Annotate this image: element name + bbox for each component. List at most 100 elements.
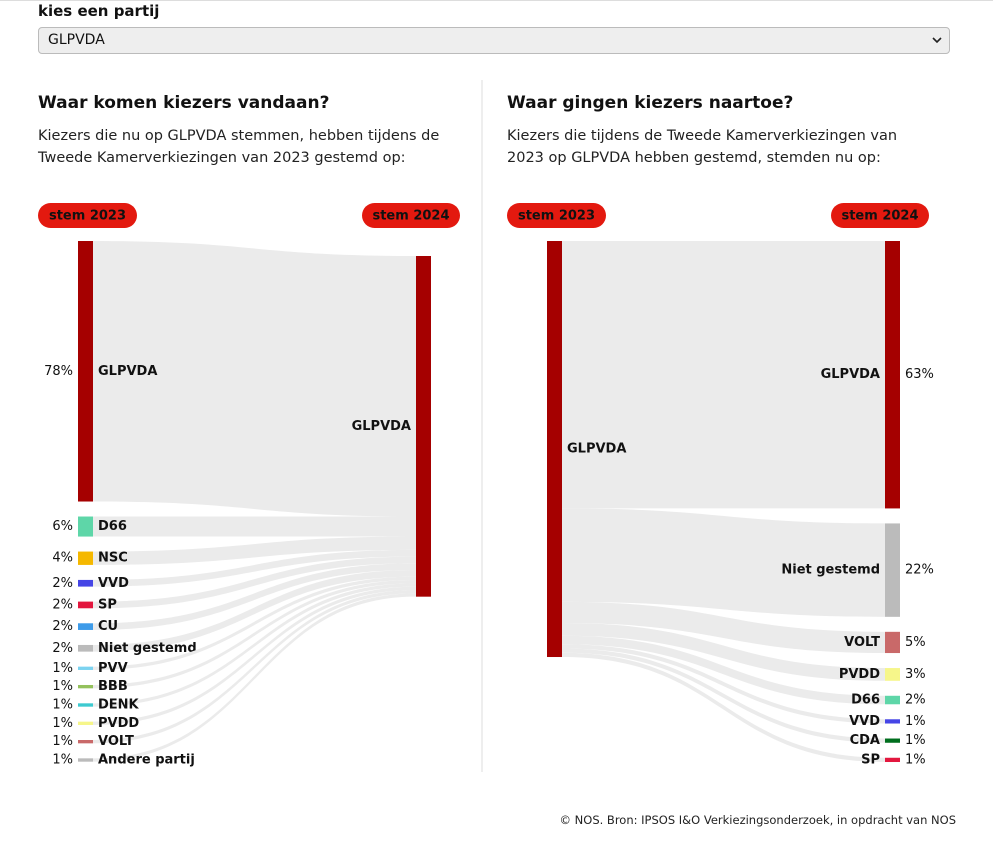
node-bar (885, 695, 900, 705)
value-label: 1% (52, 661, 73, 676)
node-label: GLPVDA (821, 367, 880, 382)
flow (93, 583, 416, 707)
pill-label: stem 2023 (49, 209, 126, 224)
flow (93, 563, 416, 630)
node-label: PVDD (839, 667, 880, 682)
value-label: 63% (905, 367, 934, 382)
node-bar (885, 757, 900, 763)
flow (93, 586, 416, 725)
pill (38, 203, 137, 228)
node-bar (885, 738, 900, 743)
node-label: GLPVDA (352, 419, 411, 434)
node-label: VVD (98, 576, 129, 591)
value-label: 4% (52, 551, 73, 566)
flow (93, 593, 416, 762)
value-label: 2% (52, 641, 73, 656)
chart-subtitle: Kiezers die nu op GLPVDA stemmen, hebben… (38, 128, 440, 166)
node-bar (78, 740, 93, 744)
pill (831, 203, 929, 228)
node-label: VOLT (844, 635, 880, 650)
node-bar (78, 666, 93, 670)
value-label: 1% (52, 716, 73, 731)
node-bar (78, 623, 93, 630)
node-bar (78, 721, 93, 725)
node-label: DENK (98, 697, 140, 712)
node-label: VOLT (98, 734, 134, 749)
node-label: Niet gestemd (781, 563, 880, 578)
flow (93, 569, 416, 652)
flow (562, 652, 885, 763)
node-label: D66 (98, 519, 127, 534)
flow (562, 241, 885, 509)
node-bar (416, 256, 431, 597)
value-label: 1% (52, 679, 73, 694)
node-bar (78, 241, 93, 502)
value-label: 2% (52, 619, 73, 634)
node-bar (78, 601, 93, 609)
pill (362, 203, 460, 228)
party-select[interactable]: GLPVDA (38, 27, 950, 54)
node-bar (78, 579, 93, 587)
flow (93, 579, 416, 689)
selected-value: GLPVDA (48, 32, 105, 48)
value-label: 1% (905, 714, 926, 729)
node-bar (885, 668, 900, 681)
value-label: 2% (52, 576, 73, 591)
node-label: PVV (98, 661, 128, 676)
pill (507, 203, 606, 228)
node-label: NSC (98, 551, 128, 566)
value-label: 1% (52, 697, 73, 712)
node-label: VVD (849, 714, 880, 729)
value-label: 2% (52, 597, 73, 612)
flow (93, 576, 416, 670)
value-label: 1% (52, 753, 73, 768)
value-label: 1% (52, 734, 73, 749)
value-label: 1% (905, 752, 926, 767)
node-label: Andere partij (98, 753, 195, 768)
node-label: CDA (850, 733, 880, 748)
value-label: 78% (44, 364, 73, 379)
flow (93, 590, 416, 744)
node-label: SP (98, 597, 117, 612)
node-label: D66 (851, 693, 880, 708)
select-label: kies een partij (38, 2, 160, 20)
flow (562, 648, 885, 743)
flow (562, 635, 885, 705)
flow (93, 556, 416, 609)
node-bar (885, 241, 900, 509)
node-bar (885, 523, 900, 617)
flow (562, 601, 885, 654)
top-border (0, 0, 993, 1)
value-label: 3% (905, 667, 926, 682)
pill-label: stem 2024 (372, 209, 449, 224)
chart-subtitle: Kiezers die tijdens de Tweede Kamerverki… (507, 128, 898, 166)
node-bar (885, 631, 900, 654)
chart: stem 2023 stem 2024 78% GLPVDA 6% D66 4% NSC 2% V… (38, 80, 934, 772)
chart-title: Waar komen kiezers vandaan? (38, 93, 330, 113)
value-label: 2% (905, 693, 926, 708)
flow (562, 623, 885, 681)
value-label: 6% (52, 519, 73, 534)
node-bar (885, 719, 900, 724)
node-bar (78, 758, 93, 762)
flow (93, 549, 416, 587)
chevron (932, 37, 942, 44)
value-label: 5% (905, 635, 926, 650)
node-label: BBB (98, 679, 128, 694)
node-bar (78, 703, 93, 707)
flow (93, 536, 416, 565)
value-label: 22% (905, 563, 934, 578)
pill-label: stem 2024 (841, 209, 918, 224)
flow (93, 241, 416, 517)
node-bar (78, 684, 93, 689)
node-bar (78, 516, 93, 537)
value-label: 1% (905, 733, 926, 748)
flow (93, 516, 416, 537)
footer: © NOS. Bron: IPSOS I&O Verkiezingsonderz… (559, 813, 956, 827)
flow (562, 644, 885, 724)
flow (562, 508, 885, 617)
pill-label: stem 2023 (518, 209, 595, 224)
node-bar (78, 644, 93, 652)
node-label: CU (98, 619, 118, 634)
